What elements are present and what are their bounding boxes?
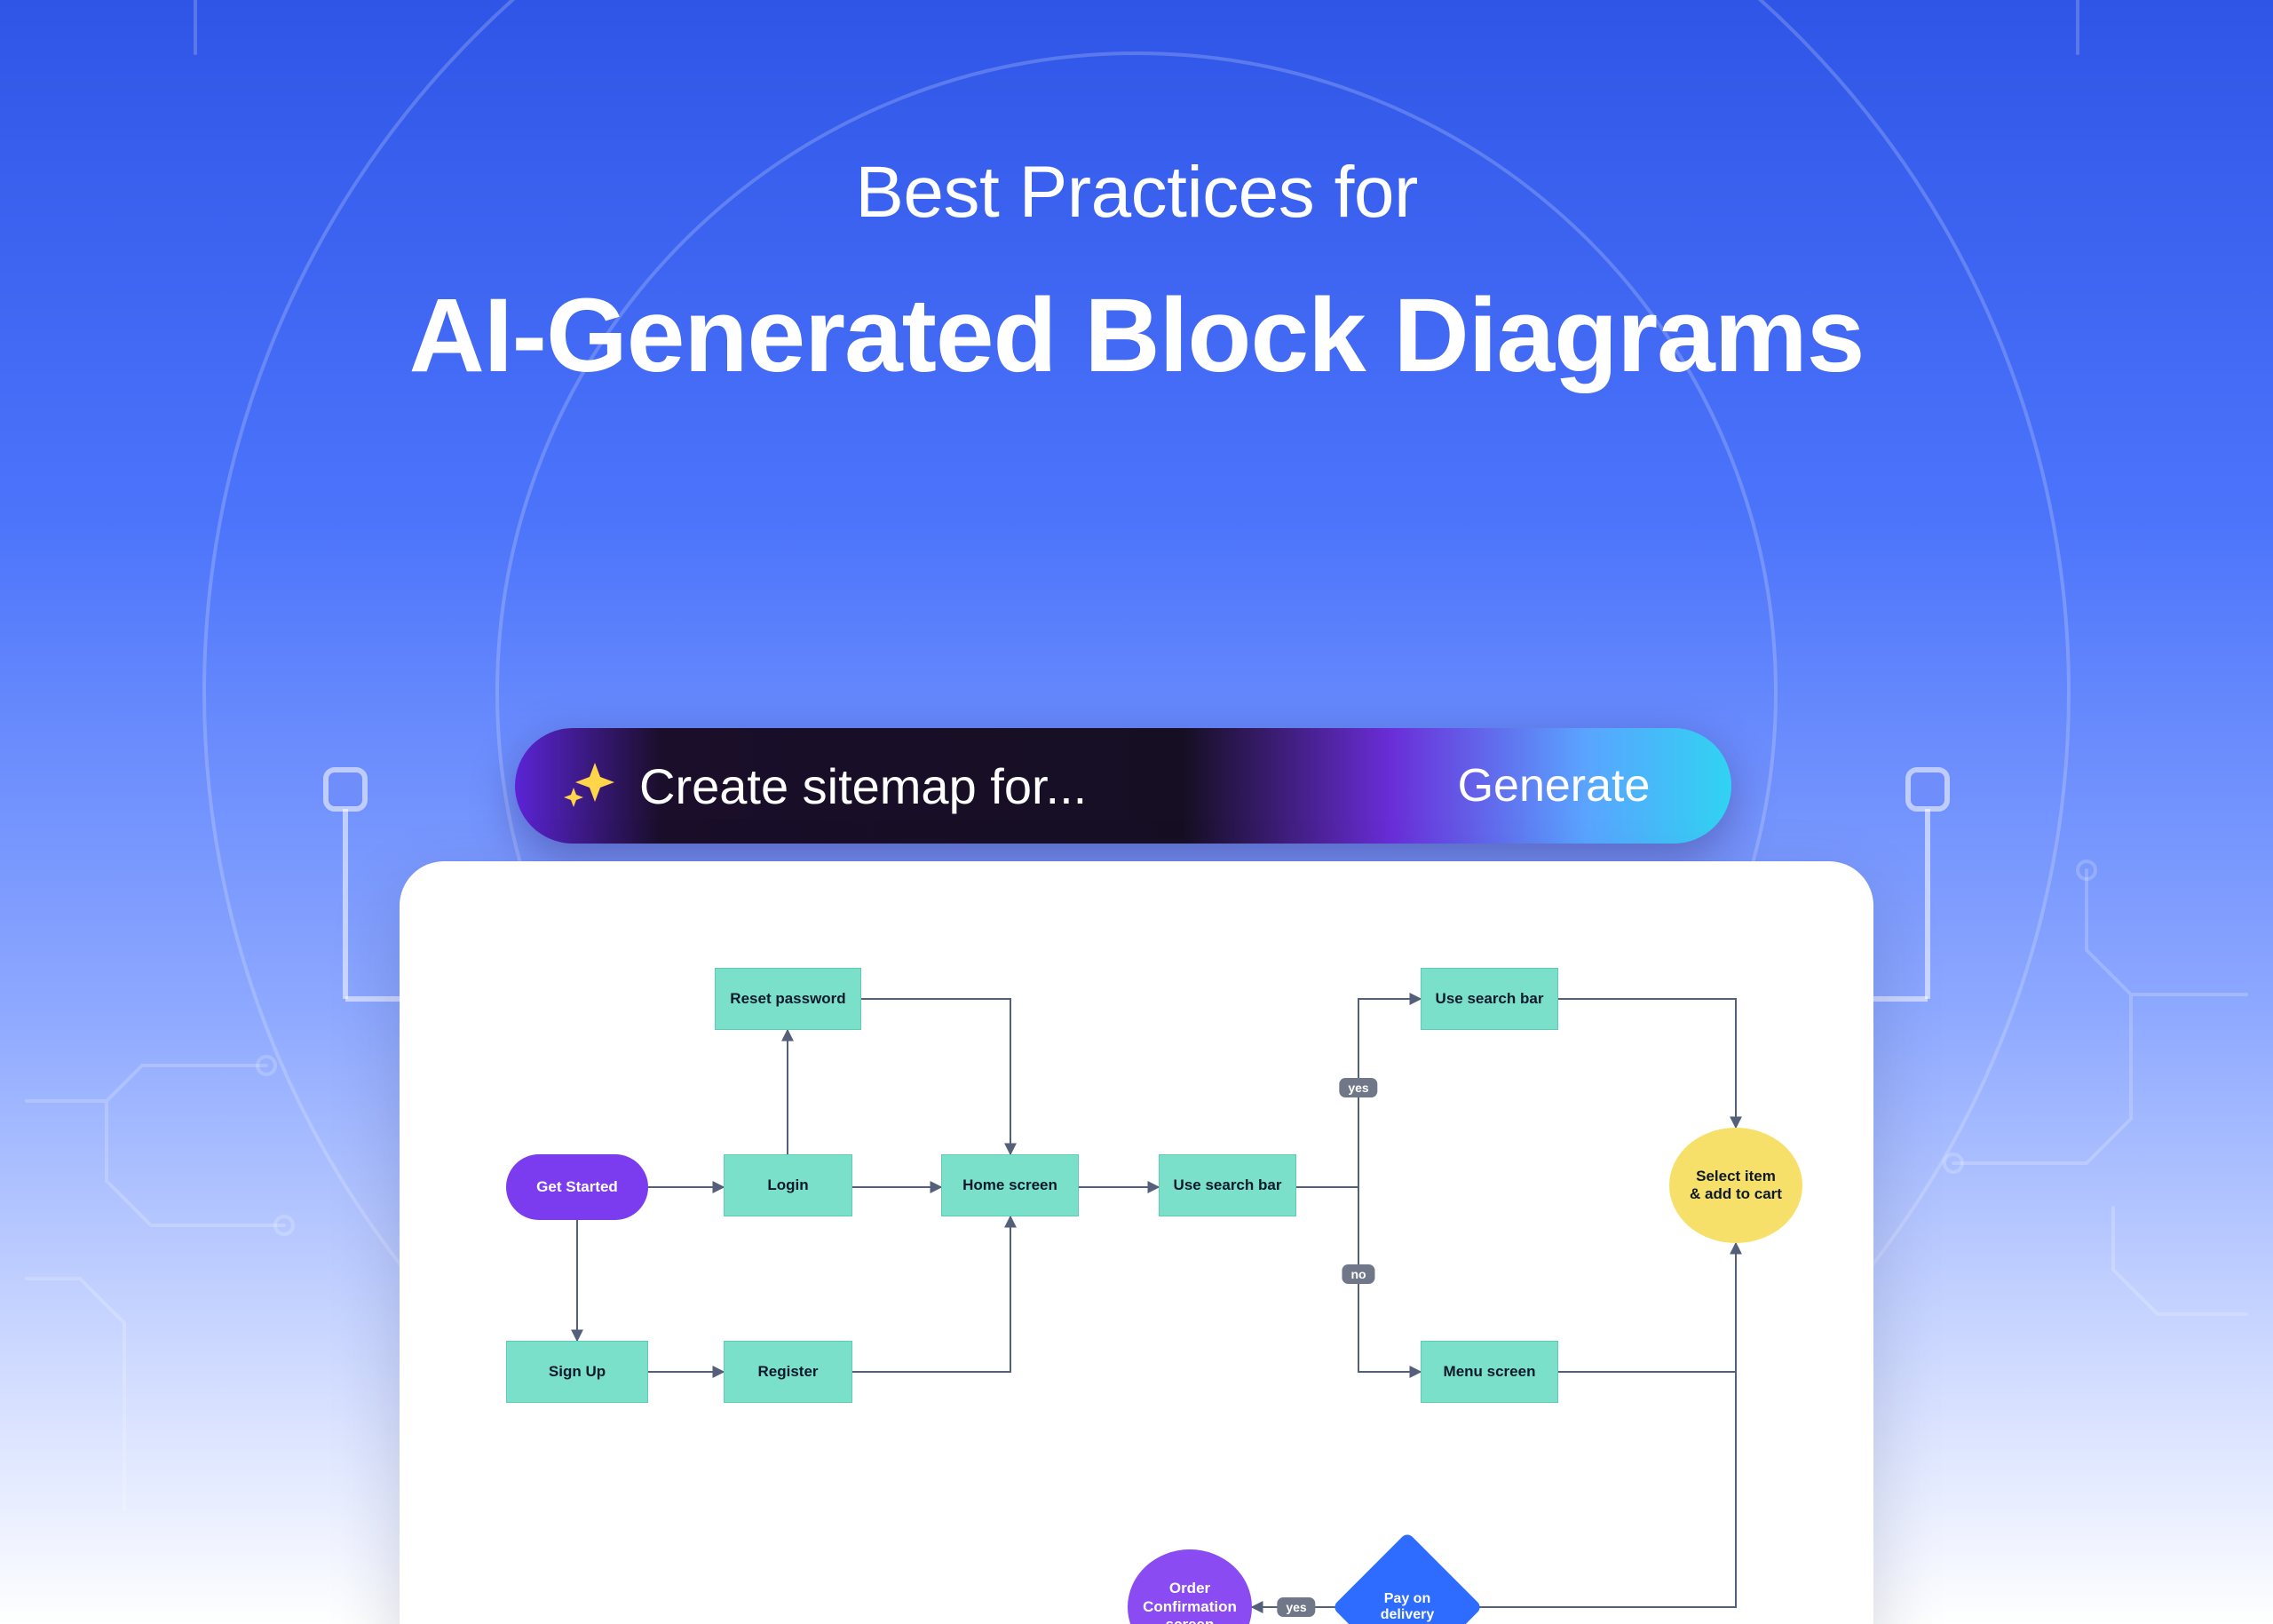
- node-sign_up: Sign Up: [506, 1341, 648, 1403]
- node-register: Register: [724, 1341, 852, 1403]
- hero-background: Best Practices for AI-Generated Block Di…: [0, 0, 2273, 1624]
- node-select_item: Select item& add to cart: [1669, 1128, 1802, 1243]
- prompt-placeholder: Create sitemap for...: [639, 757, 1087, 815]
- heading-line2: AI-Generated Block Diagrams: [0, 275, 2273, 396]
- node-get_started: Get Started: [506, 1154, 648, 1220]
- node-home: Home screen: [941, 1154, 1079, 1216]
- node-use_search2: Use search bar: [1421, 968, 1558, 1030]
- node-login: Login: [724, 1154, 852, 1216]
- node-reset_pw: Reset password: [715, 968, 861, 1030]
- generate-button-label: Generate: [1458, 759, 1651, 812]
- flow-nodes: Get Started Login Reset password Sign Up Reg…: [400, 861, 1873, 1624]
- edge-label-pay_decision-order_conf: yes: [1277, 1597, 1315, 1617]
- node-use_search: Use search bar: [1159, 1154, 1296, 1216]
- prompt-input[interactable]: Create sitemap for...: [515, 728, 1376, 844]
- node-menu_screen: Menu screen: [1421, 1341, 1558, 1403]
- prompt-bar: Create sitemap for... Generate: [515, 728, 1731, 844]
- edge-label-use_search-use_search2: yes: [1339, 1078, 1377, 1097]
- node-pay_decision: Pay ondelivery: [1354, 1554, 1461, 1624]
- sparkle-icon: [559, 757, 616, 814]
- edge-label-use_search-menu_screen: no: [1342, 1264, 1374, 1284]
- node-order_conf: OrderConfirmationscreen: [1128, 1549, 1252, 1624]
- diagram-canvas: Get Started Login Reset password Sign Up Reg…: [400, 861, 1873, 1624]
- heading-line1: Best Practices for: [0, 151, 2273, 234]
- generate-button[interactable]: Generate: [1376, 728, 1731, 844]
